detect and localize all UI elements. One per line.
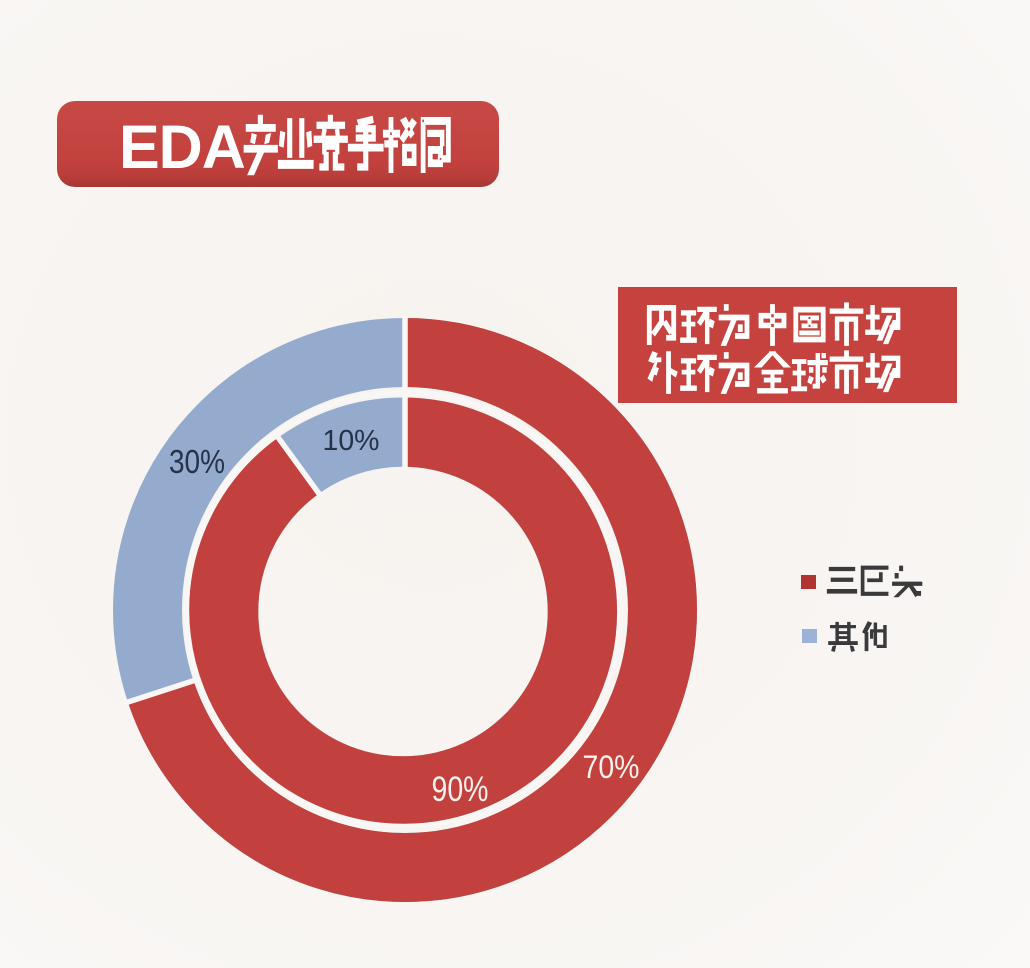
svg-text:90%: 90% xyxy=(432,770,489,809)
svg-text:EDA: EDA xyxy=(119,113,245,181)
svg-text:10%: 10% xyxy=(323,425,380,457)
svg-text:30%: 30% xyxy=(169,443,225,480)
svg-text:70%: 70% xyxy=(583,749,640,785)
